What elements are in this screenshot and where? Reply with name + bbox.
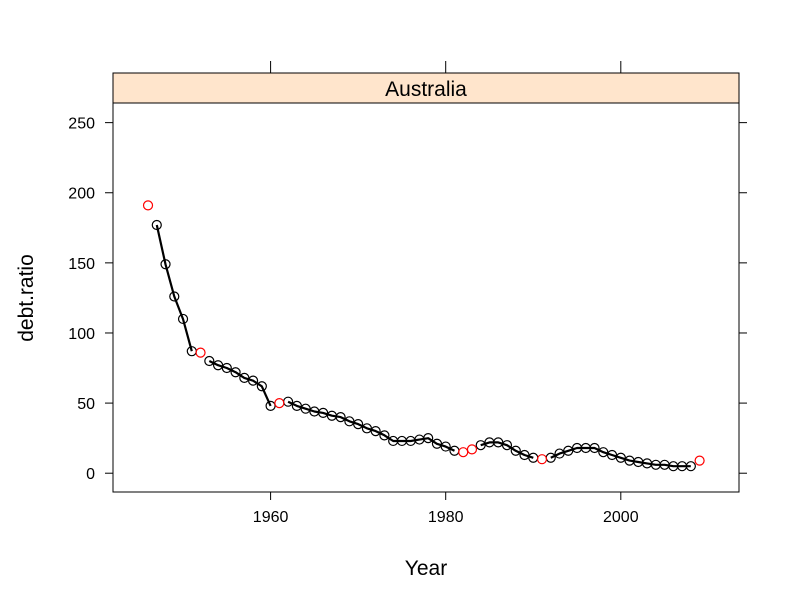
data-point: [589, 442, 600, 454]
y-tick-label: 50: [77, 396, 95, 413]
x-axis: 1960 1980 2000: [253, 61, 639, 526]
data-point-red: [142, 200, 154, 211]
data-point: [423, 433, 434, 444]
data-point-red: [195, 347, 206, 358]
y-tick-label: 250: [68, 116, 95, 133]
strip-background: [112, 72, 740, 104]
series-line: [480, 441, 534, 459]
data-point: [169, 291, 180, 302]
data-point: [501, 440, 513, 451]
x-tick-label: 1960: [253, 509, 289, 526]
data-point-red: [536, 454, 548, 465]
series-line: [550, 446, 691, 468]
data-point: [685, 461, 696, 472]
data-point: [177, 313, 189, 325]
data-point: [510, 445, 521, 456]
y-tick-label: 0: [86, 466, 95, 483]
data-point: [379, 430, 390, 441]
x-tick-label: 1980: [428, 509, 464, 526]
y-tick-label: 200: [68, 186, 95, 203]
y-tick-label: 100: [68, 326, 95, 343]
data-point: [545, 452, 556, 463]
x-tick-label: 2000: [603, 509, 639, 526]
series-line: [208, 360, 272, 407]
y-tick-label: 150: [68, 256, 95, 273]
data-point: [370, 426, 381, 437]
data-point: [440, 441, 451, 452]
data-point: [151, 219, 162, 231]
strip-title: Australia: [385, 78, 467, 101]
data-point: [204, 355, 215, 367]
y-axis-title: debt.ratio: [15, 254, 38, 342]
data-point-red: [274, 397, 285, 409]
data-point: [221, 362, 232, 374]
data-point: [353, 419, 364, 430]
data-point: [335, 412, 346, 423]
data-point-red: [458, 447, 469, 458]
data-point: [256, 381, 267, 392]
series-points: [142, 200, 705, 472]
data-point-red: [466, 444, 478, 455]
series-line: [155, 224, 193, 352]
series-lines: [155, 224, 691, 468]
data-point-red: [694, 455, 705, 466]
plot-panel: [112, 102, 740, 493]
x-axis-title: Year: [405, 557, 447, 580]
y-axis: 0 50 100 150 200 250: [68, 116, 747, 483]
data-point: [247, 375, 259, 386]
data-point: [230, 367, 241, 378]
data-point: [160, 259, 171, 270]
